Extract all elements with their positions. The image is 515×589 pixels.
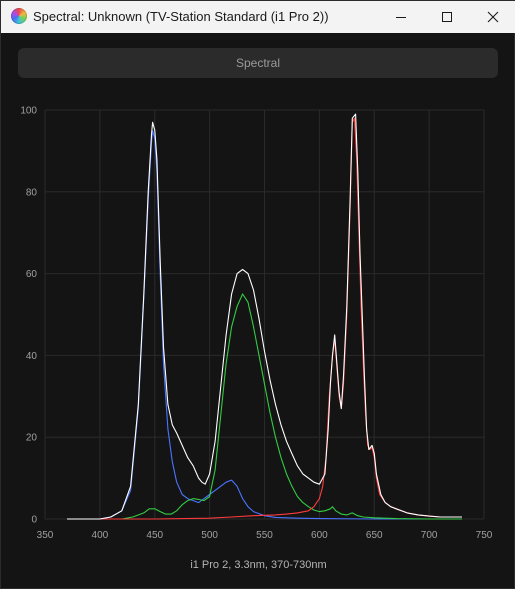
spectral-chart: 350 400 450 500 550 600 650 700 750 0 20 40 60 80 100: [1, 93, 515, 553]
y-tick-label: 0: [31, 515, 37, 526]
x-tick-label: 500: [201, 530, 218, 541]
x-tick-label: 450: [146, 530, 163, 541]
x-tick-label: 750: [476, 530, 493, 541]
app-color-wheel-icon: [11, 8, 27, 24]
spectral-chart-svg: 350 400 450 500 550 600 650 700 750 0 20 40 60 80 100: [20, 106, 493, 542]
minimize-button[interactable]: [378, 1, 424, 33]
series-line: [67, 293, 462, 520]
instrument-info-label: i1 Pro 2, 3.3nm, 370-730nm: [190, 559, 327, 571]
window-title: Spectral: Unknown (TV-Station Standard (…: [33, 9, 329, 24]
y-tick-label: 80: [26, 187, 38, 198]
y-tick-label: 100: [20, 106, 37, 117]
x-tick-label: 550: [256, 530, 273, 541]
series-line: [67, 113, 462, 520]
y-tick-label: 20: [26, 433, 38, 444]
x-tick-label: 400: [92, 530, 109, 541]
x-tick-label: 700: [421, 530, 438, 541]
x-tick-label: 350: [37, 530, 54, 541]
title-bar[interactable]: Spectral: Unknown (TV-Station Standard (…: [1, 1, 515, 33]
maximize-button[interactable]: [424, 1, 470, 33]
x-tick-label: 600: [311, 530, 328, 541]
spectral-button[interactable]: Spectral: [18, 48, 498, 78]
minimize-icon: [396, 17, 406, 18]
y-tick-label: 60: [26, 269, 38, 280]
x-tick-label: 650: [366, 530, 383, 541]
close-button[interactable]: [470, 1, 515, 33]
maximize-icon: [442, 12, 452, 22]
y-tick-label: 40: [26, 351, 38, 362]
close-icon: [487, 11, 499, 23]
